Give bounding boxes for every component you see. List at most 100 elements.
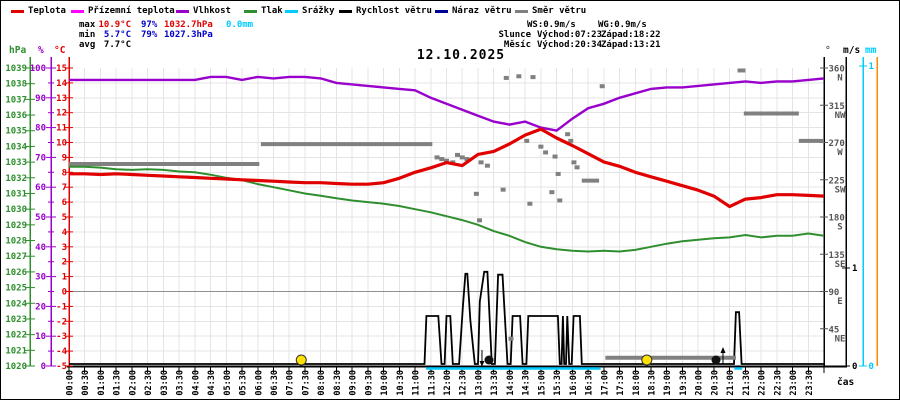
svg-text:20: 20 bbox=[35, 302, 46, 312]
svg-text:E: E bbox=[837, 297, 842, 307]
moonrise-arrow-icon bbox=[720, 347, 726, 353]
svg-text:0: 0 bbox=[62, 288, 67, 298]
svg-text:315: 315 bbox=[829, 102, 845, 112]
svg-text:14:30: 14:30 bbox=[522, 370, 532, 396]
axis-headers: hPa% °C ° m/s mm čas bbox=[9, 45, 877, 388]
legend-item-srazky: Srážky bbox=[285, 5, 335, 17]
temperature-series bbox=[69, 127, 825, 209]
svg-text:1036: 1036 bbox=[5, 111, 27, 121]
legend-item-teplota: Teplota bbox=[11, 5, 66, 17]
svg-text:-2: -2 bbox=[56, 317, 67, 327]
min-temperature: 5.7°C bbox=[103, 30, 131, 40]
svg-text:90: 90 bbox=[829, 288, 840, 298]
svg-text:40: 40 bbox=[35, 243, 46, 253]
svg-text:80: 80 bbox=[35, 124, 46, 134]
svg-text:1031: 1031 bbox=[5, 189, 27, 199]
svg-text:00:30: 00:30 bbox=[81, 370, 91, 396]
svg-text:1020: 1020 bbox=[5, 362, 27, 372]
svg-text:12:30: 12:30 bbox=[459, 370, 469, 396]
svg-text:17:00: 17:00 bbox=[600, 370, 610, 396]
svg-text:3: 3 bbox=[62, 243, 67, 253]
svg-text:N: N bbox=[837, 74, 842, 84]
humidity-series bbox=[69, 75, 825, 132]
max-pressure: 1032.7hPa bbox=[164, 20, 213, 30]
legend-item-tlak: Tlak bbox=[244, 5, 283, 17]
teplota-color-dash bbox=[11, 9, 24, 13]
svg-text:hPa: hPa bbox=[9, 45, 26, 56]
svg-text:čas: čas bbox=[837, 377, 854, 388]
svg-text:03:30: 03:30 bbox=[176, 370, 186, 396]
svg-text:09:00: 09:00 bbox=[349, 370, 359, 396]
svg-text:07:00: 07:00 bbox=[286, 370, 296, 396]
svg-text:1037: 1037 bbox=[5, 95, 27, 105]
svg-text:1025: 1025 bbox=[5, 284, 27, 294]
svg-text:22:00: 22:00 bbox=[758, 370, 768, 396]
svg-text:15: 15 bbox=[56, 64, 67, 74]
legend-item-vlhkost: Vlhkost bbox=[176, 5, 231, 17]
svg-text:1038: 1038 bbox=[5, 80, 27, 90]
min-pressure: 1027.3hPa bbox=[164, 30, 213, 40]
svg-text:1039: 1039 bbox=[5, 64, 27, 74]
svg-text:0: 0 bbox=[41, 362, 46, 372]
legend-label: Náraz větru bbox=[452, 6, 512, 16]
legend-label: Tlak bbox=[261, 6, 283, 16]
legend-label: Přízemní teplota bbox=[88, 6, 175, 16]
left-axis-ticks: 1020102110221023102410251026102710281029… bbox=[5, 64, 73, 372]
svg-text:01:00: 01:00 bbox=[97, 370, 107, 396]
svg-text:00:00: 00:00 bbox=[66, 370, 76, 396]
svg-text:19:00: 19:00 bbox=[663, 370, 673, 396]
svg-text:W: W bbox=[837, 148, 843, 158]
svg-text:135: 135 bbox=[829, 251, 845, 261]
min-humidity: 79% bbox=[141, 30, 158, 40]
svg-text:S: S bbox=[837, 223, 842, 233]
pressure-series bbox=[69, 165, 825, 253]
svg-text:45: 45 bbox=[829, 325, 840, 335]
summary-max-label: max bbox=[79, 20, 96, 30]
svg-text:1026: 1026 bbox=[5, 268, 27, 278]
svg-text:06:30: 06:30 bbox=[270, 370, 280, 396]
svg-text:02:30: 02:30 bbox=[144, 370, 154, 396]
tlak-color-dash bbox=[244, 9, 257, 13]
svg-text:23:00: 23:00 bbox=[789, 370, 799, 396]
svg-text:225: 225 bbox=[829, 176, 845, 186]
svg-text:04:00: 04:00 bbox=[191, 370, 201, 396]
svg-text:%: % bbox=[38, 45, 44, 56]
x-axis-labels: 00:00 00:30 01:00 01:30 02:00 02:30 03:00 03:30… bbox=[66, 370, 815, 396]
sun-marker-icon bbox=[641, 354, 653, 366]
svg-text:03:00: 03:00 bbox=[160, 370, 170, 396]
svg-text:0: 0 bbox=[852, 362, 857, 372]
moon-label: Měsíc bbox=[503, 40, 531, 50]
svg-text:17:30: 17:30 bbox=[616, 370, 626, 396]
svg-text:1: 1 bbox=[62, 273, 67, 283]
svg-text:08:30: 08:30 bbox=[333, 370, 343, 396]
svg-text:12: 12 bbox=[56, 109, 67, 119]
svg-text:14:00: 14:00 bbox=[506, 370, 516, 396]
svg-text:15:30: 15:30 bbox=[553, 370, 563, 396]
legend-label: Vlhkost bbox=[193, 6, 231, 16]
svg-text:50: 50 bbox=[35, 213, 46, 223]
svg-text:1021: 1021 bbox=[5, 346, 27, 356]
svg-text:100: 100 bbox=[30, 64, 46, 74]
svg-text:°C: °C bbox=[54, 45, 66, 56]
svg-text:m/s: m/s bbox=[843, 45, 860, 56]
svg-text:06:00: 06:00 bbox=[254, 370, 264, 396]
svg-text:1028: 1028 bbox=[5, 237, 27, 247]
svg-text:1029: 1029 bbox=[5, 221, 27, 231]
svg-text:-3: -3 bbox=[56, 332, 67, 342]
svg-text:2: 2 bbox=[62, 258, 67, 268]
svg-text:23:30: 23:30 bbox=[805, 370, 815, 396]
svg-text:02:00: 02:00 bbox=[128, 370, 138, 396]
wind-speed-series bbox=[69, 270, 824, 365]
svg-text:11:30: 11:30 bbox=[427, 370, 437, 396]
svg-text:360: 360 bbox=[829, 65, 845, 75]
rychlost-color-dash bbox=[339, 9, 352, 13]
legend-item-rychlost-vetru: Rychlost větru bbox=[339, 5, 432, 17]
svg-text:13: 13 bbox=[56, 94, 67, 104]
moon-marker-icon bbox=[484, 355, 494, 365]
max-temperature: 10.9°C bbox=[98, 20, 131, 30]
svg-text:-1: -1 bbox=[56, 302, 67, 312]
svg-text:04:30: 04:30 bbox=[207, 370, 217, 396]
svg-text:1: 1 bbox=[869, 62, 874, 72]
svg-text:13:30: 13:30 bbox=[490, 370, 500, 396]
svg-text:08:00: 08:00 bbox=[317, 370, 327, 396]
